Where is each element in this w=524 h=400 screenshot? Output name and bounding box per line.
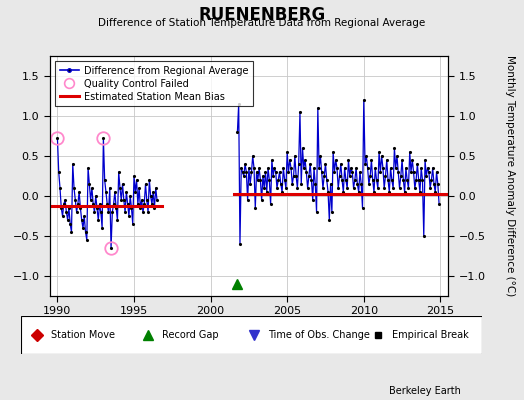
Text: Station Move: Station Move — [51, 330, 115, 340]
Legend: Difference from Regional Average, Quality Control Failed, Estimated Station Mean: Difference from Regional Average, Qualit… — [54, 61, 253, 106]
Text: Difference of Station Temperature Data from Regional Average: Difference of Station Temperature Data f… — [99, 18, 425, 28]
Text: Time of Obs. Change: Time of Obs. Change — [268, 330, 369, 340]
Text: Record Gap: Record Gap — [161, 330, 218, 340]
Y-axis label: Monthly Temperature Anomaly Difference (°C): Monthly Temperature Anomaly Difference (… — [505, 55, 515, 297]
Text: Berkeley Earth: Berkeley Earth — [389, 386, 461, 396]
Text: Empirical Break: Empirical Break — [392, 330, 469, 340]
Text: RUENENBERG: RUENENBERG — [199, 6, 325, 24]
FancyBboxPatch shape — [21, 316, 482, 354]
